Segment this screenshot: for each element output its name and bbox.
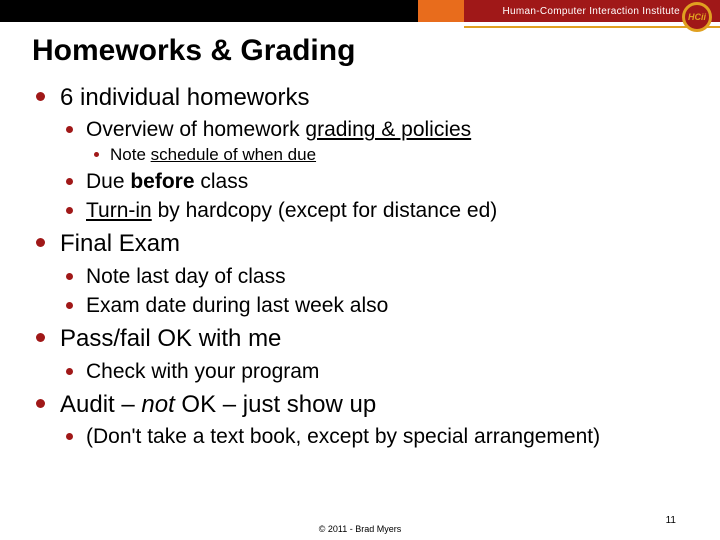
slide-body: Homeworks & Grading 6 individual homewor… — [32, 34, 688, 455]
bullet-list: 6 individual homeworks Overview of homew… — [32, 82, 688, 451]
subsub-text: Note schedule of when due — [110, 145, 316, 164]
sub-due-before: Due before class — [60, 168, 688, 195]
bullet-audit: Audit – not OK – just show up (Don't tak… — [32, 389, 688, 451]
banner-black-segment — [0, 0, 418, 22]
sub-text: Due before class — [86, 170, 248, 193]
sub-exam-date: Exam date during last week also — [60, 292, 688, 319]
subsub-note-schedule: Note schedule of when due — [86, 144, 688, 166]
banner-underline — [464, 26, 720, 28]
sub-overview: Overview of homework grading & policies … — [60, 116, 688, 165]
sub-text: Check with your program — [86, 360, 319, 383]
sub-no-textbook: (Don't take a text book, except by speci… — [60, 423, 688, 450]
hcii-logo-icon: HCii — [682, 2, 712, 32]
sub-text: Note last day of class — [86, 265, 286, 288]
sub-text: (Don't take a text book, except by speci… — [86, 425, 600, 448]
slide-title: Homeworks & Grading — [32, 34, 688, 68]
bullet-final-exam: Final Exam Note last day of class Exam d… — [32, 228, 688, 319]
sub-turn-in: Turn-in by hardcopy (except for distance… — [60, 197, 688, 224]
banner-orange-segment — [418, 0, 464, 22]
banner-red-segment: Human-Computer Interaction Institute HCi… — [464, 0, 720, 22]
sub-last-day: Note last day of class — [60, 263, 688, 290]
bullet-text: Audit – not OK – just show up — [60, 391, 376, 418]
bullet-text: 6 individual homeworks — [60, 84, 309, 111]
sub-text: Exam date during last week also — [86, 294, 388, 317]
bullet-homeworks: 6 individual homeworks Overview of homew… — [32, 82, 688, 224]
copyright-footer: © 2011 - Brad Myers — [0, 524, 720, 534]
sub-text: Overview of homework grading & policies — [86, 118, 471, 141]
bullet-text: Final Exam — [60, 230, 180, 257]
bullet-passfail: Pass/fail OK with me Check with your pro… — [32, 323, 688, 385]
institute-label: Human-Computer Interaction Institute — [502, 6, 680, 17]
header-banner: Human-Computer Interaction Institute HCi… — [0, 0, 720, 22]
sub-text: Turn-in by hardcopy (except for distance… — [86, 199, 497, 222]
bullet-text: Pass/fail OK with me — [60, 325, 281, 352]
sub-check-program: Check with your program — [60, 358, 688, 385]
